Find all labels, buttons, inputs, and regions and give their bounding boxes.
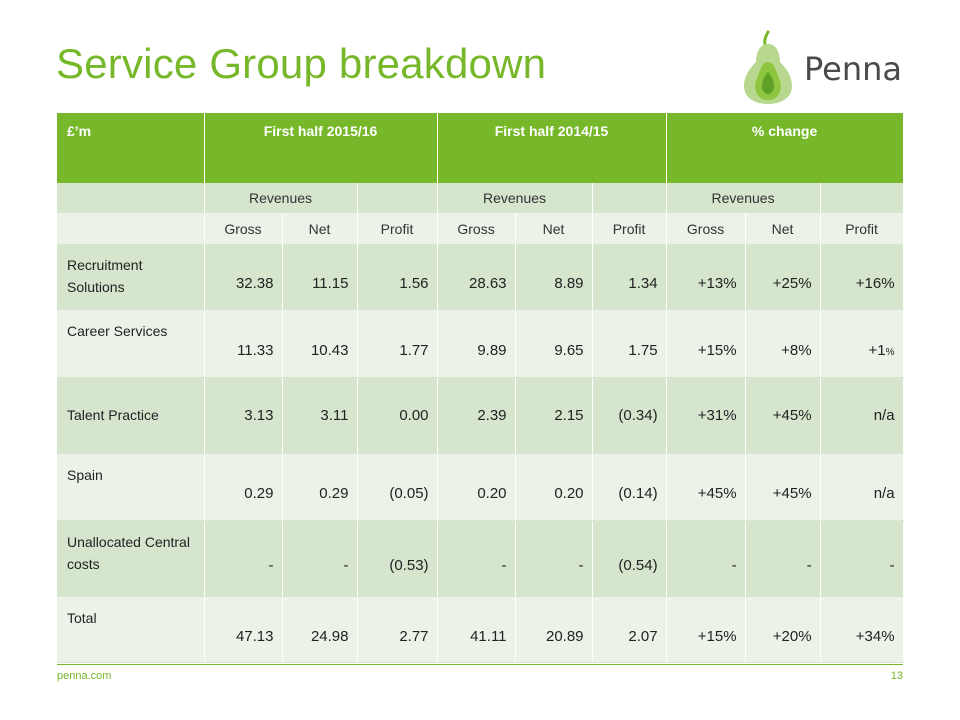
table-cell: 32.38 <box>204 244 283 310</box>
subheader-gross: Gross <box>437 213 516 244</box>
subheader-row: Gross Net Profit Gross Net Profit Gross … <box>57 213 904 244</box>
row-label: Talent Practice <box>57 377 205 454</box>
footer-divider <box>57 664 903 665</box>
table-cell: n/a <box>820 377 904 454</box>
table-cell: 2.07 <box>592 596 667 663</box>
table-cell: +13% <box>666 244 746 310</box>
table-row-total: Total 47.13 24.98 2.77 41.11 20.89 2.07 … <box>57 596 904 663</box>
subheader-net: Net <box>282 213 358 244</box>
table-cell: +45% <box>745 377 821 454</box>
table-cell: 2.39 <box>437 377 516 454</box>
table-cell: (0.54) <box>592 520 667 597</box>
footer-url[interactable]: penna.com <box>57 670 112 682</box>
table-cell: +15% <box>666 596 746 663</box>
table-cell: (0.53) <box>357 520 438 597</box>
table-cell: 8.89 <box>515 244 593 310</box>
table-cell: 1.77 <box>357 309 438 378</box>
table-cell: +8% <box>745 309 821 378</box>
table-cell: 11.33 <box>204 309 283 378</box>
header-currency: £’m <box>57 113 205 183</box>
logo-wordmark: Penna <box>804 50 903 88</box>
table-cell: - <box>204 520 283 597</box>
table-cell: 9.65 <box>515 309 593 378</box>
table-cell: 1.56 <box>357 244 438 310</box>
header-percent-change: % change <box>666 113 904 183</box>
table-cell: - <box>437 520 516 597</box>
table-cell: - <box>282 520 358 597</box>
row-label: Career Services <box>57 309 205 378</box>
table-row-career-services: Career Services 11.33 10.43 1.77 9.89 9.… <box>57 309 904 378</box>
header-first-half-2015-16: First half 2015/16 <box>204 113 438 183</box>
table-cell: 0.29 <box>204 453 283 521</box>
table-cell: 1.75 <box>592 309 667 378</box>
table-cell: +16% <box>820 244 904 310</box>
table-cell: 0.00 <box>357 377 438 454</box>
subheader-net: Net <box>515 213 593 244</box>
table-cell: +31% <box>666 377 746 454</box>
table-cell: 47.13 <box>204 596 283 663</box>
table-cell: 11.15 <box>282 244 358 310</box>
table-cell: +15% <box>666 309 746 378</box>
table-cell: 28.63 <box>437 244 516 310</box>
table-header-row: £’m First half 2015/16 First half 2014/1… <box>57 113 904 183</box>
table-cell: 0.20 <box>437 453 516 521</box>
subheader-profit: Profit <box>820 213 904 244</box>
table-cell: +45% <box>666 453 746 521</box>
subheader-profit: Profit <box>357 213 438 244</box>
table-cell: - <box>745 520 821 597</box>
penna-logo: Penna <box>740 28 910 108</box>
table-row-spain: Spain 0.29 0.29 (0.05) 0.20 0.20 (0.14) … <box>57 453 904 521</box>
table-cell: 10.43 <box>282 309 358 378</box>
table-row-recruitment-solutions: Recruitment Solutions 32.38 11.15 1.56 2… <box>57 244 904 310</box>
service-group-table: £’m First half 2015/16 First half 2014/1… <box>57 113 904 663</box>
table-cell: 9.89 <box>437 309 516 378</box>
header-first-half-2014-15: First half 2014/15 <box>437 113 667 183</box>
table-cell: +34% <box>820 596 904 663</box>
revenues-label-1: Revenues <box>204 183 358 213</box>
page-title: Service Group breakdown <box>56 40 547 87</box>
table-cell: 2.77 <box>357 596 438 663</box>
row-label: Recruitment Solutions <box>57 244 205 310</box>
subheader-gross: Gross <box>204 213 283 244</box>
revenues-row: Revenues Revenues Revenues <box>57 183 904 213</box>
table-cell: 1.34 <box>592 244 667 310</box>
table-cell: 24.98 <box>282 596 358 663</box>
row-label: Spain <box>57 453 205 521</box>
table-cell: n/a <box>820 453 904 521</box>
table-row-talent-practice: Talent Practice 3.13 3.11 0.00 2.39 2.15… <box>57 377 904 454</box>
table-cell: (0.14) <box>592 453 667 521</box>
pear-icon <box>744 30 792 104</box>
table-cell: - <box>820 520 904 597</box>
table-cell: 2.15 <box>515 377 593 454</box>
table-cell: +1% <box>820 309 904 378</box>
subheader-profit: Profit <box>592 213 667 244</box>
table-cell: (0.05) <box>357 453 438 521</box>
row-label: Unallocated Central costs <box>57 520 205 597</box>
table-row-unallocated-central-costs: Unallocated Central costs - - (0.53) - -… <box>57 520 904 597</box>
table-cell: 0.20 <box>515 453 593 521</box>
table-cell: - <box>666 520 746 597</box>
subheader-net: Net <box>745 213 821 244</box>
table-cell: 41.11 <box>437 596 516 663</box>
table-cell: 0.29 <box>282 453 358 521</box>
table-cell: 20.89 <box>515 596 593 663</box>
revenues-label-3: Revenues <box>666 183 821 213</box>
revenues-label-2: Revenues <box>437 183 593 213</box>
page-number: 13 <box>890 670 903 682</box>
table-cell: 3.11 <box>282 377 358 454</box>
table-cell: - <box>515 520 593 597</box>
subheader-gross: Gross <box>666 213 746 244</box>
table-cell: +45% <box>745 453 821 521</box>
table-cell: (0.34) <box>592 377 667 454</box>
table-cell: 3.13 <box>204 377 283 454</box>
row-label: Total <box>57 596 205 663</box>
table-cell: +25% <box>745 244 821 310</box>
table-cell: +20% <box>745 596 821 663</box>
